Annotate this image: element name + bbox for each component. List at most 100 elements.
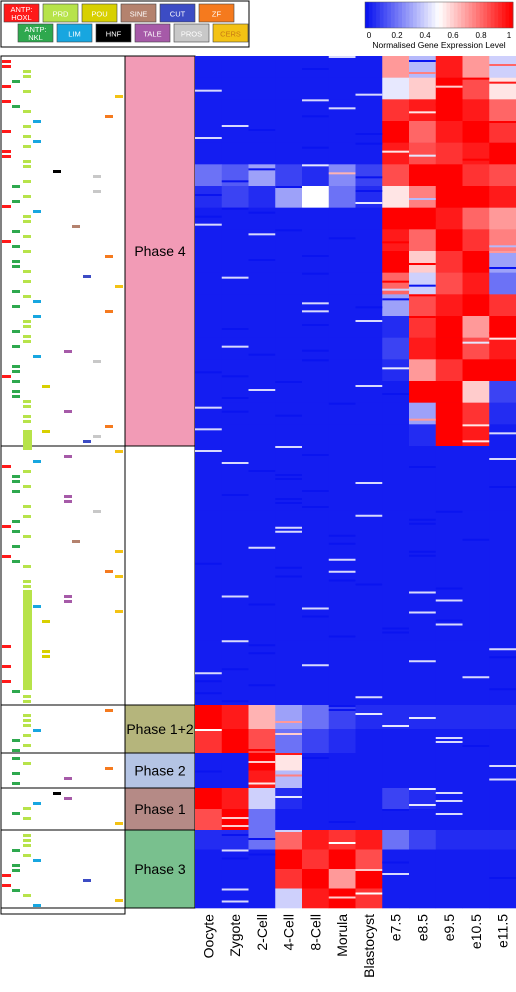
heatmap-cell (435, 381, 463, 403)
heatmap-cell (248, 294, 276, 317)
heatmap-stripe (489, 81, 516, 84)
heatmap-stripe (195, 692, 222, 695)
heatmap-stripe (409, 154, 436, 157)
legend-swatch (198, 3, 235, 23)
heatmap-cell (462, 56, 490, 78)
heatmap-stripe (462, 440, 490, 443)
heatmap-cell (435, 705, 463, 730)
colorbar-step (457, 2, 462, 28)
heatmap-cell (409, 316, 437, 338)
annotation-mark (105, 310, 113, 313)
heatmap-stripe (302, 310, 329, 313)
heatmap-cell (275, 99, 303, 122)
heatmap-stripe (328, 402, 356, 405)
heatmap-cell (409, 359, 437, 382)
heatmap-cell (275, 251, 303, 273)
heatmap-stripe (409, 111, 436, 114)
annotation-mark (105, 115, 113, 118)
colorbar-tick-label: 0.2 (391, 31, 403, 40)
heatmap-cell (435, 121, 463, 143)
heatmap-stripe (355, 583, 383, 586)
colorbar-step (379, 2, 384, 28)
annotation-mark (2, 884, 11, 887)
heatmap-cell (221, 272, 249, 295)
annotation-mark (23, 590, 32, 690)
heatmap-cell (409, 770, 437, 789)
heatmap-cell (382, 337, 410, 360)
heatmap-cell (435, 770, 463, 789)
heatmap-cell (355, 337, 383, 360)
heatmap-stripe (328, 842, 356, 844)
legend-swatch (17, 23, 54, 43)
annotation-mark (23, 580, 31, 583)
annotation-mark (33, 120, 41, 123)
heatmap-stripe (221, 397, 249, 399)
annotation-mark (23, 195, 31, 198)
heatmap-cell (221, 729, 249, 754)
heatmap-stripe (382, 873, 409, 875)
colorbar-step (394, 2, 399, 28)
heatmap-stripe (328, 635, 356, 638)
heatmap-stripe (489, 778, 516, 781)
heatmap-stripe (409, 804, 436, 806)
colorbar-step (494, 2, 499, 28)
annotation-mark (12, 772, 20, 775)
heatmap-cell (248, 186, 276, 208)
heatmap-cell (302, 402, 330, 425)
heatmap-cell (489, 186, 516, 208)
heatmap-cell (195, 753, 223, 771)
annotation-mark (64, 500, 72, 503)
heatmap-cell (302, 729, 330, 754)
heatmap-stripe (248, 644, 276, 647)
heatmap-stripe (409, 611, 436, 614)
heatmap-cell (302, 788, 330, 810)
stage-label: 4-Cell (281, 914, 297, 951)
heatmap-cell (462, 849, 490, 870)
annotation-mark (2, 205, 11, 208)
heatmap-cell (409, 575, 437, 641)
heatmap-stripe (355, 385, 383, 387)
annotation-mark (42, 385, 50, 388)
heatmap-stripe (275, 566, 302, 569)
heatmap-cell (221, 446, 249, 512)
heatmap-stripe (275, 186, 302, 188)
annotation-mark (2, 155, 11, 158)
annotation-mark (23, 180, 31, 183)
heatmap-stripe (355, 713, 383, 715)
annotation-mark (2, 85, 11, 88)
heatmap-cell (462, 99, 490, 122)
annotation-mark (64, 455, 72, 458)
colorbar-step (402, 2, 407, 28)
legend-swatch (212, 23, 249, 43)
heatmap-cell (489, 510, 516, 576)
heatmap-cell (328, 77, 356, 100)
heatmap-cell (462, 705, 490, 730)
heatmap-cell (195, 56, 223, 78)
heatmap-cell (462, 251, 490, 273)
heatmap-cell (275, 705, 303, 730)
heatmap-cell (302, 251, 330, 273)
heatmap-cell (355, 121, 383, 143)
heatmap-cell (221, 337, 249, 360)
heatmap-cell (328, 337, 356, 360)
heatmap-cell (435, 446, 463, 512)
heatmap-stripe (275, 830, 302, 832)
annotation-mark (23, 420, 31, 423)
annotation-mark (23, 295, 31, 298)
heatmap-stripe (409, 466, 436, 468)
heatmap-cell (409, 272, 437, 295)
heatmap-stripe (489, 337, 516, 340)
heatmap-cell (409, 164, 437, 187)
heatmap-stripe (248, 546, 276, 549)
colorbar-step (483, 2, 488, 28)
colorbar-step (424, 2, 429, 28)
heatmap-cell (435, 164, 463, 187)
colorbar-label: Normalised Gene Expression Level (372, 40, 505, 50)
heatmap-cell (382, 849, 410, 870)
annotation-mark (2, 60, 11, 63)
heatmap-stripe (248, 353, 276, 356)
heatmap-cell (195, 251, 223, 273)
annotation-mark (115, 899, 123, 902)
heatmap-cell (489, 830, 516, 850)
legend-swatch (134, 23, 171, 43)
